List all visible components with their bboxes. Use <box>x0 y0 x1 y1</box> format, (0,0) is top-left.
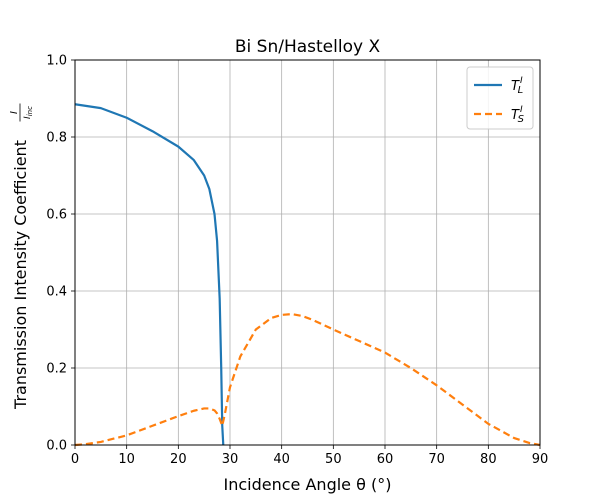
plot-frame <box>74 59 541 446</box>
x-tick-label: 90 <box>532 452 549 467</box>
y-tick-label: 0.0 <box>46 439 67 454</box>
series-line-tl <box>74 103 225 446</box>
y-axis-fraction-numerator: I <box>9 111 20 114</box>
legend-box <box>466 66 534 130</box>
x-tick-label: 80 <box>480 452 497 467</box>
y-tick-label: 1.0 <box>46 54 67 69</box>
y-tick-label: 0.6 <box>46 208 67 223</box>
legend: TI L TI S <box>466 66 534 130</box>
ticks: 0 10 20 30 40 50 60 70 80 90 0.0 0.2 0.4 0.6 0.8 1.0 <box>46 54 548 468</box>
x-tick-label: 0 <box>71 452 79 467</box>
x-tick-label: 40 <box>273 452 290 467</box>
x-tick-label: 70 <box>428 452 445 467</box>
plot-lines <box>74 103 541 447</box>
y-tick-label: 0.2 <box>46 362 67 377</box>
x-tick-label: 10 <box>118 452 135 467</box>
legend-label-tl: TI L <box>511 76 523 96</box>
series-line-ts <box>74 313 541 447</box>
x-axis-label: Incidence Angle θ (°) <box>224 475 392 494</box>
y-axis-label-text: Transmission Intensity Coefficient <box>11 140 30 410</box>
legend-label-ts: TI S <box>511 105 525 125</box>
x-tick-label: 30 <box>222 452 239 467</box>
y-tick-label: 0.4 <box>46 285 67 300</box>
y-tick-label: 0.8 <box>46 131 67 146</box>
x-tick-label: 60 <box>377 452 394 467</box>
x-tick-label: 50 <box>325 452 342 467</box>
chart-title: Bi Sn/Hastelloy X <box>235 37 381 57</box>
y-axis-fraction-denominator: Iinc <box>23 106 34 119</box>
x-tick-label: 20 <box>170 452 187 467</box>
